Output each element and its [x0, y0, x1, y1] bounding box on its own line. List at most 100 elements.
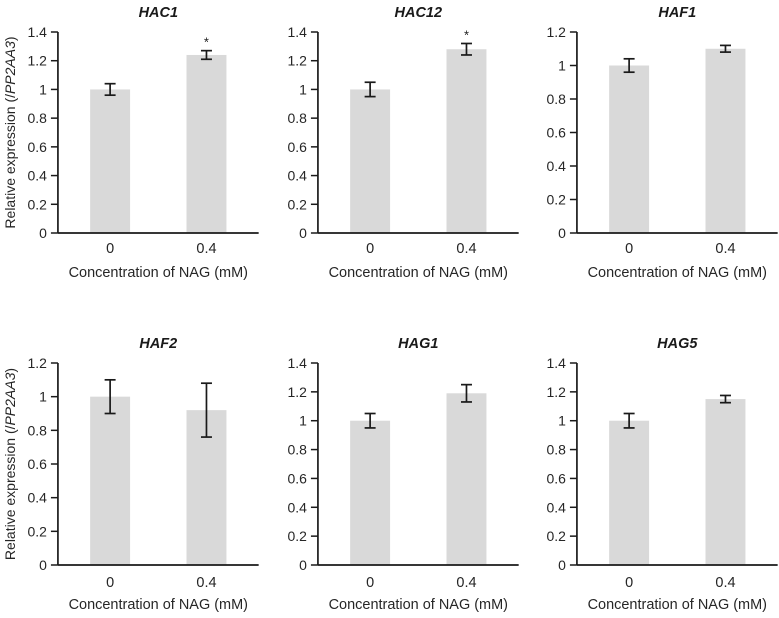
y-tick-label: 0 — [558, 557, 566, 573]
y-tick-label: 1.2 — [27, 53, 47, 69]
chart-title: HAF1 — [659, 5, 697, 21]
chart-hac12: HAC12 0 0.2 0.4 0.6 0.8 1 1.2 1.4 0 * 0.4 Concentrat… — [260, 0, 520, 300]
x-category-label: 0 — [366, 575, 374, 591]
bar-0mM — [90, 89, 131, 233]
chart-haf1: HAF1 0 0.2 0.4 0.6 0.8 1 1.2 0 0.4 Concentration o… — [519, 0, 779, 300]
bar-0.4mM — [446, 393, 487, 565]
y-tick-label: 0.4 — [547, 158, 567, 174]
x-category-label: 0 — [106, 241, 114, 257]
bar-0.4mM — [705, 399, 746, 565]
y-tick-label: 1 — [558, 57, 566, 73]
y-tick-label: 0.2 — [287, 528, 307, 544]
y-tick-label: 0.8 — [287, 442, 307, 458]
x-axis-title: Concentration of NAG (mM) — [328, 265, 507, 281]
error-bar-0mM — [623, 57, 635, 74]
y-tick-label: 1 — [39, 81, 47, 97]
x-axis-title: Concentration of NAG (mM) — [69, 597, 248, 613]
x-category-label: 0 — [625, 241, 633, 257]
y-tick-label: 0 — [299, 225, 307, 241]
x-category-label: 0.4 — [716, 575, 736, 591]
y-tick-label: 1.2 — [27, 355, 47, 371]
y-tick-label: 0.6 — [27, 139, 47, 155]
chart-svg-hac12: HAC12 0 0.2 0.4 0.6 0.8 1 1.2 1.4 0 * 0.4 Concentrat… — [287, 5, 519, 281]
x-category-label: 0.4 — [196, 241, 216, 257]
y-tick-label: 0.8 — [287, 110, 307, 126]
bar-0mM — [90, 396, 131, 565]
y-tick-label: 0.8 — [27, 422, 47, 438]
y-axis-title: Relative expression (/PP2AA3) — [2, 36, 18, 228]
x-axis-title: Concentration of NAG (mM) — [328, 597, 507, 613]
chart-hag1: HAG1 0 0.2 0.4 0.6 0.8 1 1.2 1.4 0 0.4 Concentratio… — [260, 300, 520, 618]
y-tick-label: 1.2 — [287, 53, 307, 69]
error-bar-0.4mM — [720, 394, 732, 404]
y-tick-label: 0.4 — [27, 168, 47, 184]
y-tick-label: 1 — [299, 81, 307, 97]
y-tick-label: 0.6 — [287, 139, 307, 155]
y-tick-label: 0.8 — [27, 110, 47, 126]
bar-0.4mM — [446, 49, 487, 233]
y-tick-label: 0.2 — [27, 523, 47, 539]
y-tick-label: 0.2 — [287, 196, 307, 212]
significance-asterisk: * — [204, 35, 209, 50]
y-tick-label: 0.6 — [547, 124, 567, 140]
chart-title: HAF2 — [139, 336, 177, 352]
y-tick-label: 0.4 — [547, 499, 567, 515]
y-tick-label: 0.4 — [27, 490, 47, 506]
error-bar-0.4mM — [460, 42, 472, 56]
chart-haf2: HAF2 Relative expression (/PP2AA3) 0 0.2 0.4… — [0, 300, 260, 618]
chart-title: HAG1 — [398, 336, 438, 352]
x-axis-title: Concentration of NAG (mM) — [69, 265, 248, 281]
error-bar-0.4mM — [200, 382, 212, 438]
y-tick-label: 0.2 — [547, 191, 567, 207]
y-tick-label: 1.4 — [287, 355, 307, 371]
error-bar-0mM — [364, 81, 376, 98]
bar-0mM — [349, 420, 390, 565]
y-tick-label: 1.2 — [547, 24, 567, 40]
y-tick-label: 0.6 — [287, 470, 307, 486]
y-tick-label: 0.6 — [547, 470, 567, 486]
y-tick-label: 0.2 — [27, 196, 47, 212]
chart-svg-haf2: HAF2 Relative expression (/PP2AA3) 0 0.2 0.4… — [2, 336, 259, 613]
x-category-label: 0 — [106, 575, 114, 591]
chart-hac1: HAC1 Relative expression (/PP2AA3) 0 0.2 0.4… — [0, 0, 260, 300]
significance-asterisk: * — [464, 27, 469, 42]
y-axis-title: Relative expression (/PP2AA3) — [2, 368, 18, 560]
y-tick-label: 0 — [39, 557, 47, 573]
y-tick-label: 1.4 — [27, 24, 47, 40]
y-tick-label: 0.6 — [27, 456, 47, 472]
chart-svg-hac1: HAC1 Relative expression (/PP2AA3) 0 0.2 0.4… — [2, 5, 259, 281]
chart-svg-hag5: HAG5 0 0.2 0.4 0.6 0.8 1 1.2 1.4 0 0.4 Concentratio… — [547, 336, 778, 613]
x-axis-title: Concentration of NAG (mM) — [588, 265, 767, 281]
y-tick-label: 1.4 — [287, 24, 307, 40]
bar-0mM — [609, 65, 650, 233]
chart-svg-haf1: HAF1 0 0.2 0.4 0.6 0.8 1 1.2 0 0.4 Concentration o… — [547, 5, 778, 281]
bar-0mM — [609, 420, 650, 565]
bar-0mM — [349, 89, 390, 233]
y-tick-label: 1 — [39, 389, 47, 405]
x-axis-title: Concentration of NAG (mM) — [588, 597, 767, 613]
x-category-label: 0.4 — [456, 575, 476, 591]
y-tick-label: 0.4 — [287, 168, 307, 184]
y-tick-label: 0 — [558, 225, 566, 241]
error-bar-0.4mM — [720, 44, 732, 53]
y-tick-label: 0.8 — [547, 442, 567, 458]
x-category-label: 0.4 — [456, 241, 476, 257]
chart-hag5: HAG5 0 0.2 0.4 0.6 0.8 1 1.2 1.4 0 0.4 Concentratio… — [519, 300, 779, 618]
chart-title: HAG5 — [658, 336, 699, 352]
bar-0.4mM — [186, 54, 227, 233]
x-category-label: 0.4 — [196, 575, 216, 591]
error-bar-0mM — [104, 378, 116, 415]
error-bar-0.4mM — [460, 383, 472, 403]
y-tick-label: 1.4 — [547, 355, 567, 371]
chart-svg-hag1: HAG1 0 0.2 0.4 0.6 0.8 1 1.2 1.4 0 0.4 Concentratio… — [287, 336, 519, 613]
y-tick-label: 0.4 — [287, 499, 307, 515]
error-bar-0mM — [104, 82, 116, 97]
y-tick-label: 1.2 — [287, 384, 307, 400]
chart-title: HAC1 — [139, 5, 178, 21]
error-bar-0.4mM — [200, 49, 212, 61]
chart-title: HAC12 — [394, 5, 441, 21]
y-tick-label: 0.8 — [547, 91, 567, 107]
y-tick-label: 1.2 — [547, 384, 567, 400]
error-bar-0mM — [623, 412, 635, 429]
